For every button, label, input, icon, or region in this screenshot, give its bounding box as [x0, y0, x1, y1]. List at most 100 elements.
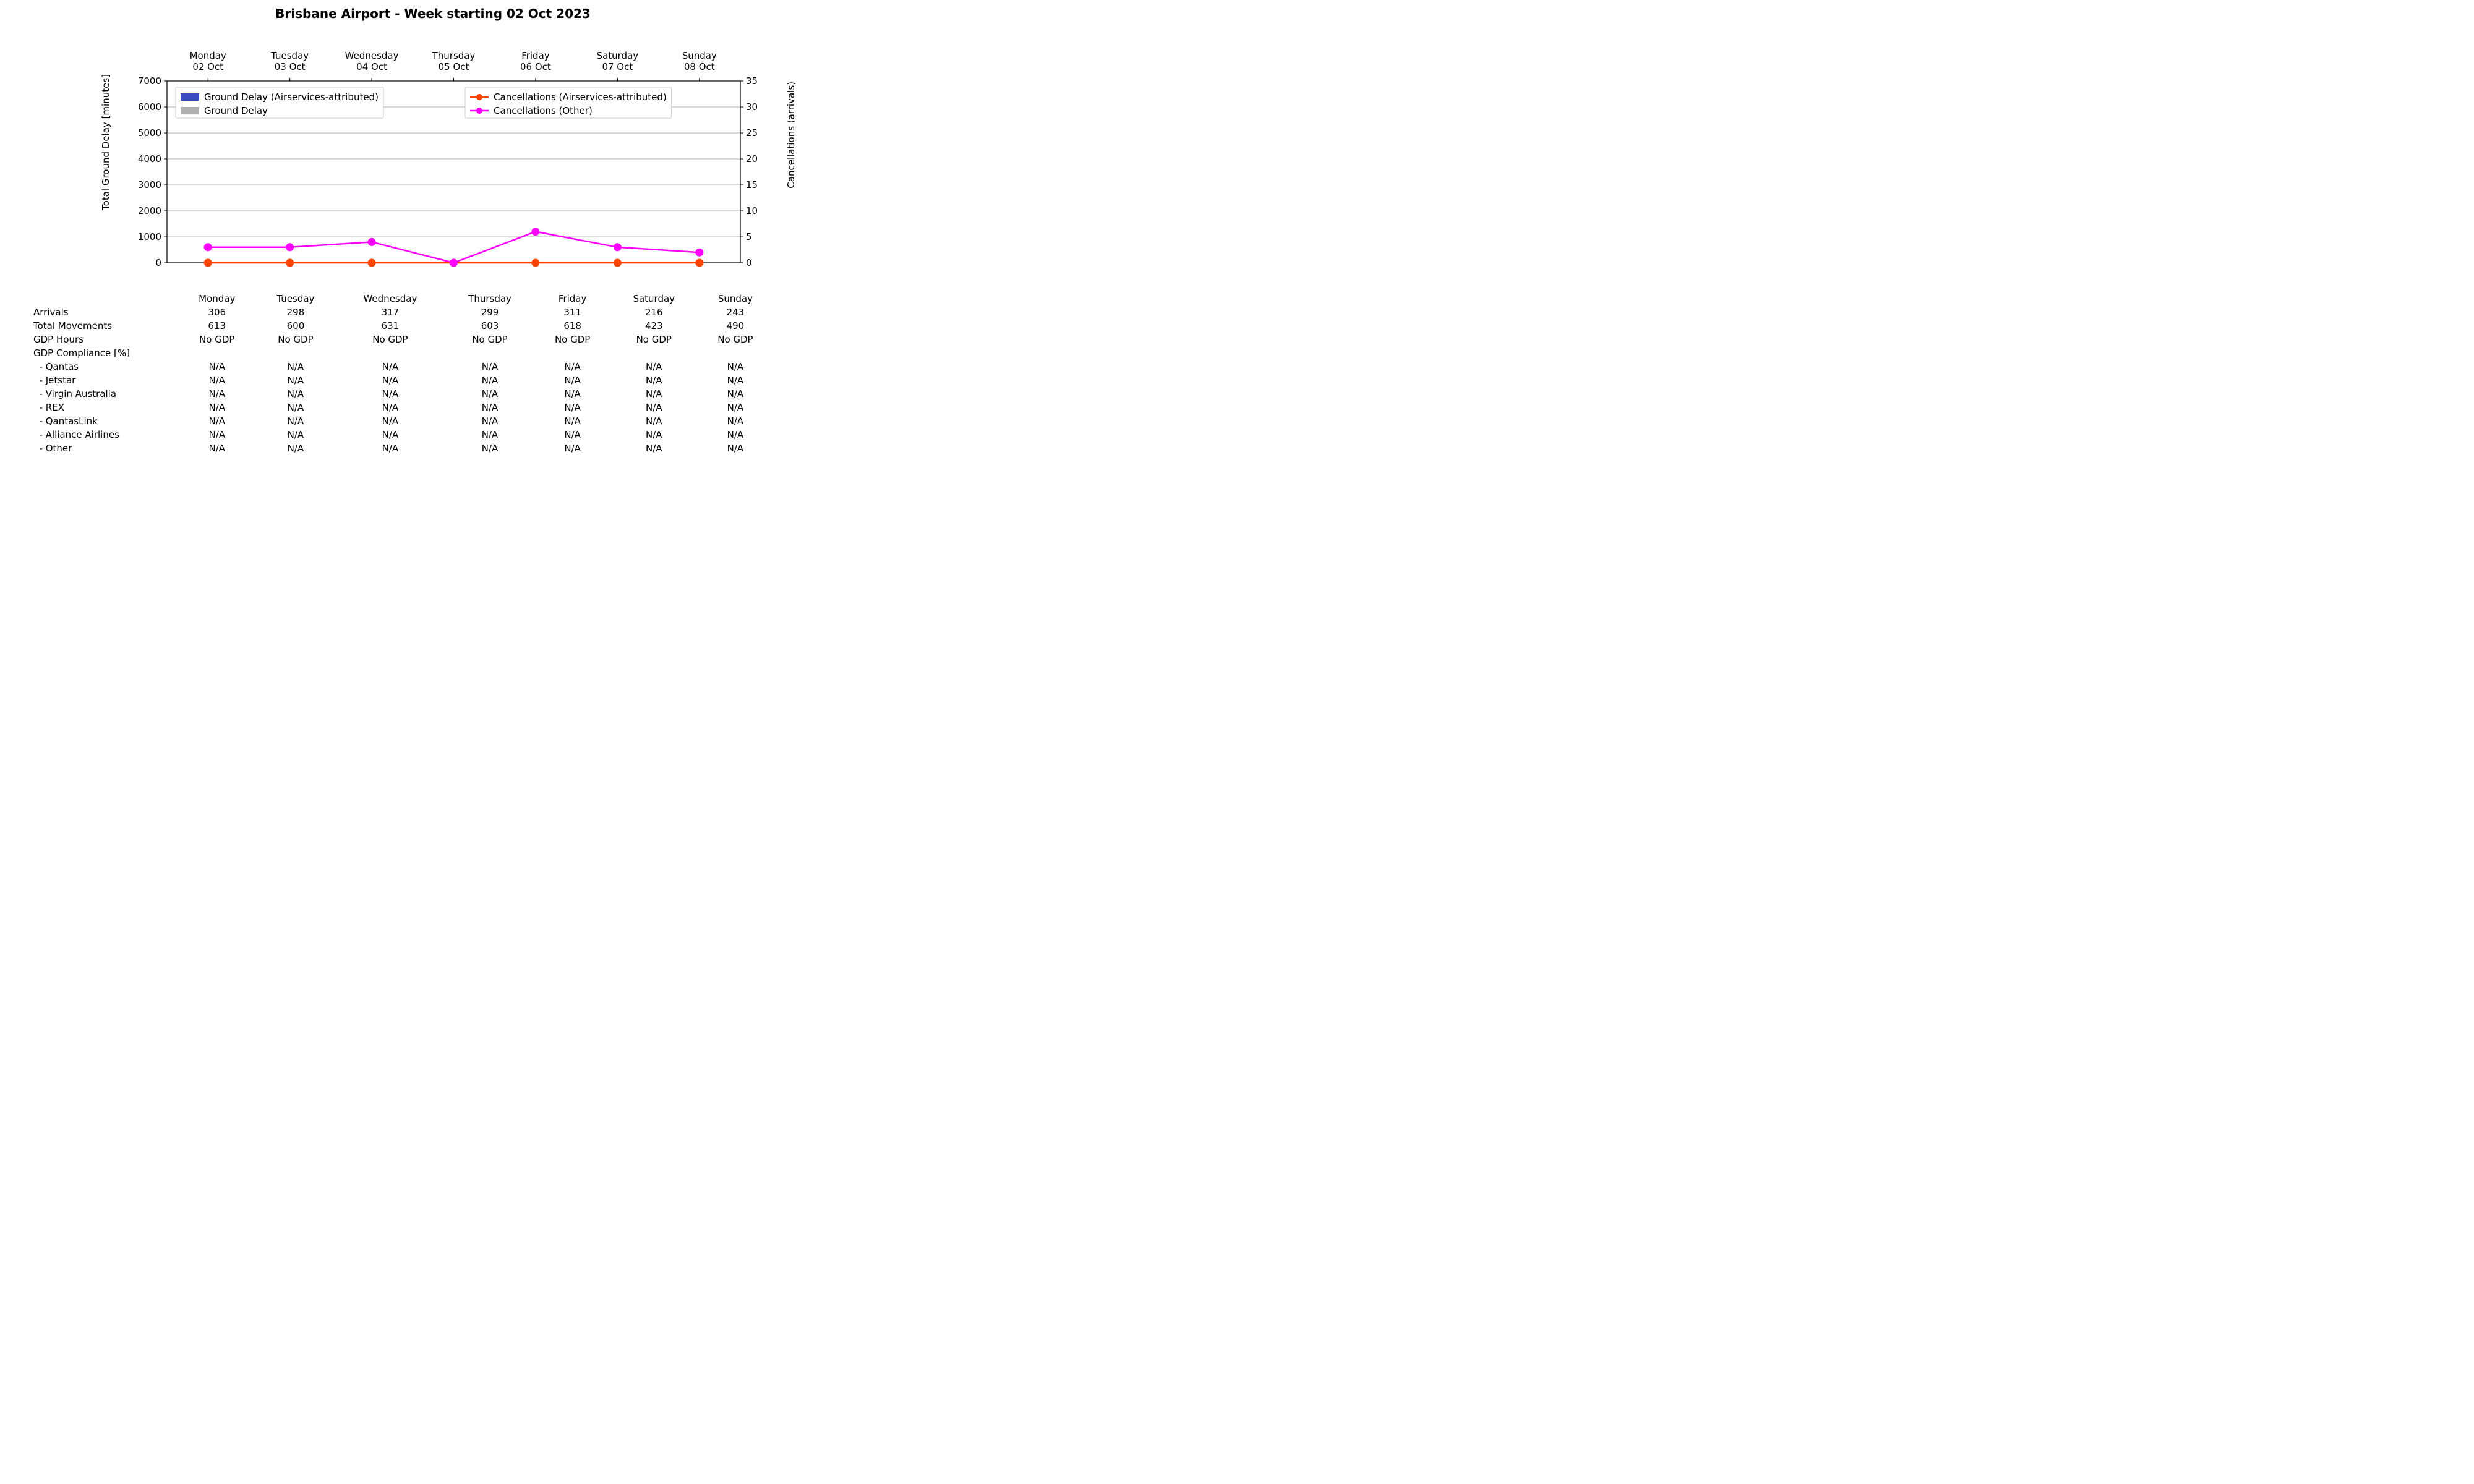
table-cell: N/A: [178, 360, 256, 373]
table-cell: 603: [445, 319, 534, 333]
legend-marker: [476, 108, 482, 114]
table-cell: N/A: [256, 441, 336, 455]
x-top-label-date: 07 Oct: [602, 61, 633, 72]
table-cell: N/A: [698, 387, 773, 401]
legend-swatch: [181, 93, 199, 101]
table-cell: N/A: [698, 414, 773, 428]
y-left-tick-label: 1000: [138, 231, 161, 242]
legend-label: Ground Delay (Airservices-attributed): [204, 92, 379, 103]
table-row-label: Total Movements: [31, 319, 178, 333]
table-column-header: Thursday: [445, 292, 534, 305]
table-cell: N/A: [610, 414, 698, 428]
line-series: [208, 232, 700, 263]
table-corner: [31, 292, 178, 305]
line-marker: [696, 259, 703, 267]
y-right-tick-label: 35: [746, 75, 758, 87]
table-cell: N/A: [698, 428, 773, 441]
table-cell: N/A: [178, 401, 256, 414]
table-column-header: Wednesday: [335, 292, 445, 305]
table-cell: N/A: [535, 441, 610, 455]
table-row-label: GDP Compliance [%]: [31, 346, 178, 360]
table-cell: No GDP: [445, 333, 534, 346]
table-row: - Alliance AirlinesN/AN/AN/AN/AN/AN/AN/A: [31, 428, 773, 441]
table-cell: 490: [698, 319, 773, 333]
y-left-tick-label: 0: [155, 257, 161, 268]
table-row-label: GDP Hours: [31, 333, 178, 346]
line-marker: [204, 244, 212, 251]
x-top-label-day: Sunday: [682, 50, 717, 61]
table-row: - REXN/AN/AN/AN/AN/AN/AN/A: [31, 401, 773, 414]
table-cell: No GDP: [256, 333, 336, 346]
y-left-tick-label: 4000: [138, 153, 161, 164]
table-row-label: Arrivals: [31, 305, 178, 319]
line-marker: [614, 244, 621, 251]
y-right-tick-label: 5: [746, 231, 752, 242]
table-column-header: Friday: [535, 292, 610, 305]
table-cell: N/A: [335, 360, 445, 373]
x-top-label-date: 05 Oct: [439, 61, 469, 72]
table-cell: N/A: [445, 414, 534, 428]
table-cell: N/A: [256, 373, 336, 387]
table-row: GDP Compliance [%]: [31, 346, 773, 360]
legend-marker: [476, 94, 482, 100]
table-cell: N/A: [610, 441, 698, 455]
table-column-header: Sunday: [698, 292, 773, 305]
table-cell: 298: [256, 305, 336, 319]
x-top-label-date: 03 Oct: [275, 61, 306, 72]
table-cell: N/A: [335, 373, 445, 387]
table-column-header: Monday: [178, 292, 256, 305]
table-cell: N/A: [335, 401, 445, 414]
table-column-header: Saturday: [610, 292, 698, 305]
table-cell: N/A: [335, 428, 445, 441]
line-marker: [532, 228, 539, 236]
line-marker: [696, 249, 703, 256]
legend-label: Cancellations (Other): [494, 105, 593, 116]
table-row: - JetstarN/AN/AN/AN/AN/AN/AN/A: [31, 373, 773, 387]
table-cell: N/A: [256, 401, 336, 414]
table-cell: N/A: [610, 428, 698, 441]
table-cell: N/A: [698, 373, 773, 387]
x-top-label-day: Monday: [190, 50, 226, 61]
table-row-label: - Other: [31, 441, 178, 455]
table-cell: N/A: [335, 414, 445, 428]
table-cell: N/A: [535, 360, 610, 373]
table-cell: N/A: [445, 373, 534, 387]
y-right-tick-label: 20: [746, 153, 758, 164]
table-cell: 600: [256, 319, 336, 333]
table-cell: 631: [335, 319, 445, 333]
table-cell: No GDP: [698, 333, 773, 346]
y-right-tick-label: 25: [746, 127, 758, 139]
line-marker: [532, 259, 539, 267]
table-cell: N/A: [610, 387, 698, 401]
legend-label: Cancellations (Airservices-attributed): [494, 92, 667, 103]
table-cell: No GDP: [535, 333, 610, 346]
table-row: - OtherN/AN/AN/AN/AN/AN/AN/A: [31, 441, 773, 455]
table-cell: N/A: [535, 401, 610, 414]
y-left-tick-label: 3000: [138, 179, 161, 190]
table-cell: No GDP: [335, 333, 445, 346]
legend-swatch: [181, 107, 199, 114]
table-cell: N/A: [445, 387, 534, 401]
table-cell: [535, 346, 610, 360]
table-row: Arrivals306298317299311216243: [31, 305, 773, 319]
table-row-label: - Virgin Australia: [31, 387, 178, 401]
line-marker: [286, 244, 294, 251]
x-top-label-date: 02 Oct: [192, 61, 223, 72]
x-top-label-date: 04 Oct: [356, 61, 387, 72]
line-marker: [204, 259, 212, 267]
x-top-label-day: Friday: [521, 50, 550, 61]
y-left-tick-label: 7000: [138, 75, 161, 87]
y-right-tick-label: 10: [746, 205, 758, 216]
table-cell: [610, 346, 698, 360]
page-title: Brisbane Airport - Week starting 02 Oct …: [0, 6, 866, 21]
line-marker: [286, 259, 294, 267]
table-cell: 317: [335, 305, 445, 319]
y-right-tick-label: 30: [746, 101, 758, 113]
line-marker: [450, 259, 458, 267]
table-cell: N/A: [698, 401, 773, 414]
table-cell: 618: [535, 319, 610, 333]
legend-label: Ground Delay: [204, 105, 268, 116]
table-row: GDP HoursNo GDPNo GDPNo GDPNo GDPNo GDPN…: [31, 333, 773, 346]
table-cell: N/A: [178, 387, 256, 401]
table-cell: No GDP: [178, 333, 256, 346]
